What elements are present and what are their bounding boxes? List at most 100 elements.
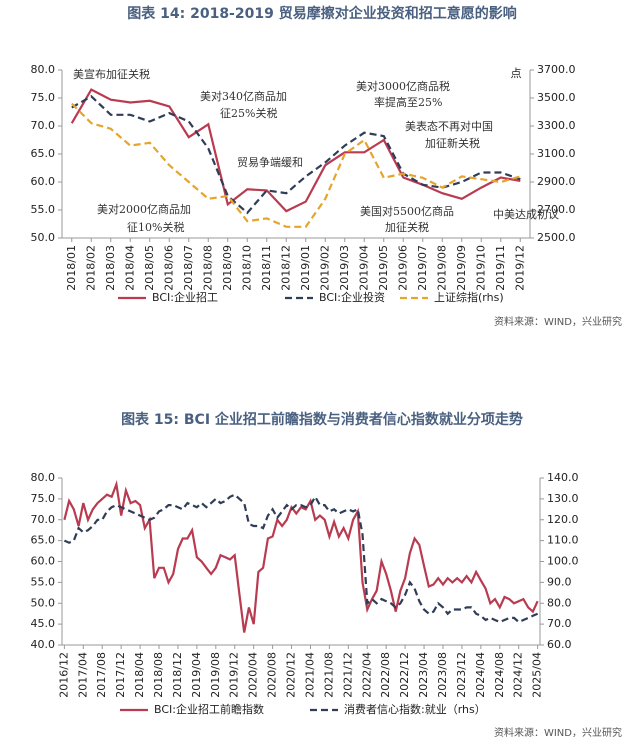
x-tick-label: 2021/08 [322,652,335,698]
series-line [71,102,521,228]
x-tick-label: 2017/08 [95,652,108,698]
y2-tick-label: 2900.0 [537,175,576,188]
x-tick-label: 2019/06 [396,245,409,291]
legend-label: 上证综指(rhs) [434,290,504,304]
source: 资料来源：WIND，兴业研究 [494,315,622,328]
y-tick-label: 70.0 [31,119,56,132]
legend-label: 消费者信心指数:就业（rhs） [344,702,486,716]
y-tick-label: 60.0 [31,175,56,188]
x-tick-label: 2020/12 [285,652,298,698]
y-tick-label: 65.0 [31,534,56,547]
x-tick-label: 2019/12 [228,652,241,698]
annotation: 美表态不再对中国 [405,119,493,133]
y2-tick-label: 100.0 [547,555,579,568]
legend-label: BCI:企业投资 [319,290,385,304]
x-tick-label: 2019/08 [435,245,448,291]
annotation: 中美达成初议 [493,207,559,221]
y2-tick-label: 70.0 [547,617,572,630]
x-tick-label: 2018/07 [182,245,195,291]
x-tick-label: 2019/10 [474,245,487,291]
series-line [70,88,521,213]
annotation: 美宣布加征关税 [73,67,150,81]
annotation: 美对2000亿商品加 [97,202,191,216]
y-tick-label: 45.0 [31,617,56,630]
x-tick-label: 2018/12 [279,245,292,291]
y-tick-label: 80.0 [31,471,56,484]
y-tick-label: 70.0 [31,513,56,526]
annotation: 美对340亿商品加 [200,89,287,103]
x-tick-label: 2024/08 [493,652,506,698]
y2-tick-label: 120.0 [547,513,579,526]
x-tick-label: 2019/04 [357,245,370,291]
y-tick-label: 55.0 [31,203,56,216]
x-tick-label: 2017/12 [114,652,127,698]
y-tick-label: 75.0 [31,492,56,505]
annotation: 率提高至25% [374,95,442,109]
x-tick-label: 2019/04 [190,652,203,698]
annotation: 征25%关税 [220,106,277,120]
x-tick-label: 2019/09 [455,245,468,291]
x-tick-label: 2018/05 [143,245,156,291]
x-tick-label: 2016/12 [57,652,70,698]
series-line [63,479,539,633]
x-tick-label: 2018/12 [171,652,184,698]
y-tick-label: 80.0 [31,63,56,76]
y-tick-label: 50.0 [31,231,56,244]
x-tick-label: 2018/04 [123,245,136,291]
y-tick-label: 75.0 [31,91,56,104]
y2-tick-label: 80.0 [547,596,572,609]
x-tick-label: 2019/01 [299,245,312,291]
annotation: 加征关税 [385,220,429,234]
x-tick-label: 2019/05 [377,245,390,291]
legend-label: BCI:企业招工前瞻指数 [154,702,264,716]
x-tick-label: 2019/12 [513,245,526,291]
x-tick-label: 2018/10 [240,245,253,291]
chart-title: 图表 14: 2018-2019 贸易摩擦对企业投资和招工意愿的影响 [127,5,516,22]
x-tick-label: 2023/08 [436,652,449,698]
x-tick-label: 2022/04 [360,652,373,698]
y-tick-label: 40.0 [31,638,56,651]
y-tick-label: 55.0 [31,575,56,588]
y-tick-label: 60.0 [31,555,56,568]
chart-title: 图表 15: BCI 企业招工前瞻指数与消费者信心指数就业分项走势 [121,411,523,428]
annotation: 贸易争端缓和 [237,155,303,169]
x-tick-label: 2018/09 [221,245,234,291]
y2-tick-label: 2700.0 [537,203,576,216]
x-tick-label: 2018/06 [162,245,175,291]
y2-tick-label: 2500.0 [537,231,576,244]
x-tick-label: 2024/04 [474,652,487,698]
y2-tick-label: 110.0 [547,534,579,547]
y2-tick-label: 130.0 [547,492,579,505]
x-tick-label: 2020/04 [247,652,260,698]
x-tick-label: 2021/12 [341,652,354,698]
x-tick-label: 2023/12 [455,652,468,698]
series-line [63,493,539,624]
x-tick-label: 2019/08 [209,652,222,698]
source: 资料来源：WIND，兴业研究 [494,726,622,739]
x-tick-label: 2018/08 [201,245,214,291]
x-tick-label: 2023/04 [417,652,430,698]
x-tick-label: 2018/08 [152,652,165,698]
x-tick-label: 2018/03 [104,245,117,291]
legend-label: BCI:企业招工 [152,290,218,304]
x-tick-label: 2019/03 [338,245,351,291]
annotation: 美对3000亿商品税 [356,79,450,93]
x-tick-label: 2019/11 [494,245,507,291]
annotation: 美国对5500亿商品 [360,204,454,218]
y-tick-label: 65.0 [31,147,56,160]
x-tick-label: 2025/04 [531,652,544,698]
x-tick-label: 2022/08 [379,652,392,698]
y2-tick-label: 3500.0 [537,91,576,104]
x-tick-label: 2019/02 [318,245,331,291]
y2-tick-label: 140.0 [547,471,579,484]
x-tick-label: 2018/11 [260,245,273,291]
x-tick-label: 2018/01 [65,245,78,291]
x-tick-label: 2021/04 [303,652,316,698]
y2-axis-label: 点 [511,67,522,80]
x-tick-label: 2018/02 [84,245,97,291]
y2-tick-label: 90.0 [547,575,572,588]
x-tick-label: 2022/12 [398,652,411,698]
annotation: 加征新关税 [425,136,480,150]
y2-tick-label: 3700.0 [537,63,576,76]
